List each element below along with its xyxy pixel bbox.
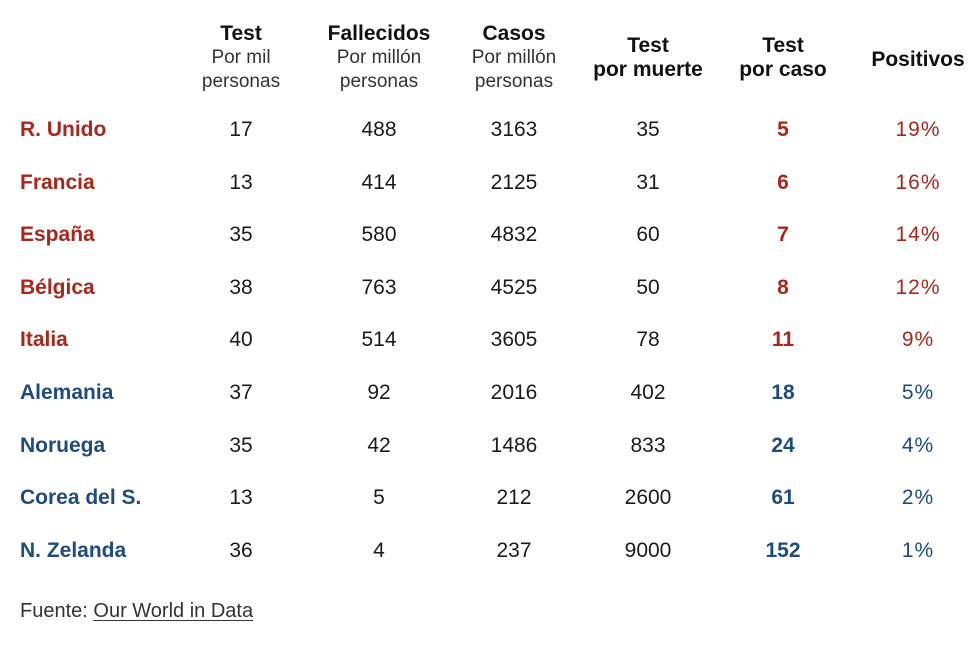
tests-per-death: 833 — [630, 433, 666, 457]
table-header: Test Por mil personas Fallecidos Por mil… — [0, 22, 980, 102]
source-link[interactable]: Our World in Data — [93, 600, 254, 622]
test-per-thousand: 13 — [229, 486, 253, 510]
tests-per-case: 5 — [777, 118, 789, 141]
country-name: Bélgica — [20, 275, 95, 299]
country-name: Francia — [20, 170, 95, 194]
test-per-thousand: 35 — [229, 223, 253, 247]
test-per-thousand: 38 — [229, 275, 253, 299]
header-test-sub2: personas — [201, 71, 281, 92]
cases-per-million: 237 — [496, 538, 532, 562]
deaths-per-million: 488 — [361, 118, 397, 141]
positive-rate: 1% — [901, 538, 935, 562]
tests-per-death: 78 — [636, 328, 660, 352]
deaths-per-million: 580 — [361, 223, 397, 247]
header-test-caso-line2: por caso — [739, 58, 827, 81]
header-fallecidos: Fallecidos Por millón personas — [316, 22, 442, 94]
table-row: Corea del S. 13 5 212 2600 61 2% — [0, 472, 980, 525]
tests-per-death: 2600 — [624, 486, 672, 510]
deaths-per-million: 92 — [367, 380, 391, 404]
deaths-per-million: 763 — [361, 275, 397, 299]
table-row: Noruega 35 42 1486 833 24 4% — [0, 420, 980, 473]
header-fallecidos-sub2: personas — [339, 71, 419, 92]
positive-rate: 2% — [901, 486, 935, 510]
header-test-por-muerte: Test por muerte — [580, 34, 716, 82]
tests-per-death: 50 — [636, 275, 660, 299]
header-casos: Casos Por millón personas — [458, 22, 570, 94]
tests-per-death: 35 — [636, 118, 660, 141]
positive-rate: 14% — [895, 223, 941, 247]
header-positivos: Positivos — [860, 48, 976, 72]
country-name: N. Zelanda — [20, 538, 127, 562]
cases-per-million: 2016 — [490, 380, 538, 404]
tests-per-death: 31 — [636, 170, 660, 194]
tests-per-case: 18 — [771, 380, 795, 404]
table-row: Bélgica 38 763 4525 50 8 12% — [0, 262, 980, 315]
cases-per-million: 2125 — [490, 170, 538, 194]
country-name: Alemania — [20, 380, 114, 404]
table-row: R. Unido 17 488 3163 35 5 19% — [0, 104, 980, 157]
country-name: Corea del S. — [20, 486, 142, 510]
tests-per-case: 61 — [771, 486, 795, 510]
tests-per-case: 11 — [771, 328, 795, 352]
test-per-thousand: 13 — [229, 170, 253, 194]
test-per-thousand: 37 — [229, 380, 253, 404]
table-row: Francia 13 414 2125 31 6 16% — [0, 157, 980, 210]
positive-rate: 19% — [895, 118, 941, 141]
test-per-thousand: 17 — [229, 118, 253, 141]
header-test-title: Test — [220, 22, 262, 45]
cases-per-million: 3163 — [490, 118, 538, 141]
header-test-muerte-line2: por muerte — [593, 58, 703, 81]
table-row: Italia 40 514 3605 78 11 9% — [0, 314, 980, 367]
deaths-per-million: 414 — [361, 170, 397, 194]
header-test-caso-line1: Test — [762, 34, 804, 57]
deaths-per-million: 5 — [373, 486, 385, 510]
header-test-muerte-line1: Test — [627, 34, 669, 57]
cases-per-million: 3605 — [490, 328, 538, 352]
positive-rate: 16% — [895, 170, 941, 194]
cases-per-million: 212 — [496, 486, 532, 510]
test-per-thousand: 36 — [229, 538, 253, 562]
country-name: Noruega — [20, 433, 106, 457]
header-test-por-caso: Test por caso — [726, 34, 840, 82]
positive-rate: 9% — [901, 328, 935, 352]
deaths-per-million: 514 — [361, 328, 397, 352]
positive-rate: 5% — [901, 380, 935, 404]
tests-per-case: 152 — [765, 538, 801, 562]
header-casos-title: Casos — [482, 22, 546, 45]
tests-per-death: 402 — [630, 380, 666, 404]
deaths-per-million: 42 — [367, 433, 391, 457]
country-name: España — [20, 223, 95, 247]
test-per-thousand: 40 — [229, 328, 253, 352]
tests-per-case: 6 — [777, 170, 789, 194]
cases-per-million: 1486 — [490, 433, 538, 457]
table-row: N. Zelanda 36 4 237 9000 152 1% — [0, 525, 980, 578]
tests-per-case: 8 — [777, 275, 789, 299]
header-casos-sub1: Por millón — [471, 47, 557, 68]
cases-per-million: 4525 — [490, 275, 538, 299]
source-footer: Fuente: Our World in Data — [20, 600, 253, 623]
country-name: Italia — [20, 328, 68, 352]
positive-rate: 12% — [895, 275, 941, 299]
tests-per-death: 60 — [636, 223, 660, 247]
tests-per-case: 7 — [777, 223, 789, 247]
header-fallecidos-sub1: Por millón — [336, 47, 422, 68]
test-per-thousand: 35 — [229, 433, 253, 457]
tests-per-case: 24 — [771, 433, 795, 457]
table-row: Alemania 37 92 2016 402 18 5% — [0, 367, 980, 420]
header-positivos-title: Positivos — [871, 48, 965, 71]
table-row: España 35 580 4832 60 7 14% — [0, 209, 980, 262]
positive-rate: 4% — [901, 433, 935, 457]
country-name: R. Unido — [20, 118, 107, 141]
header-test-sub1: Por mil — [211, 47, 271, 68]
cases-per-million: 4832 — [490, 223, 538, 247]
header-test: Test Por mil personas — [186, 22, 296, 94]
header-fallecidos-title: Fallecidos — [327, 22, 431, 45]
deaths-per-million: 4 — [373, 538, 385, 562]
table-body: R. Unido 17 488 3163 35 5 19% Francia 13… — [0, 104, 980, 577]
header-casos-sub2: personas — [474, 71, 554, 92]
source-prefix: Fuente: — [20, 600, 94, 622]
tests-per-death: 9000 — [624, 538, 672, 562]
